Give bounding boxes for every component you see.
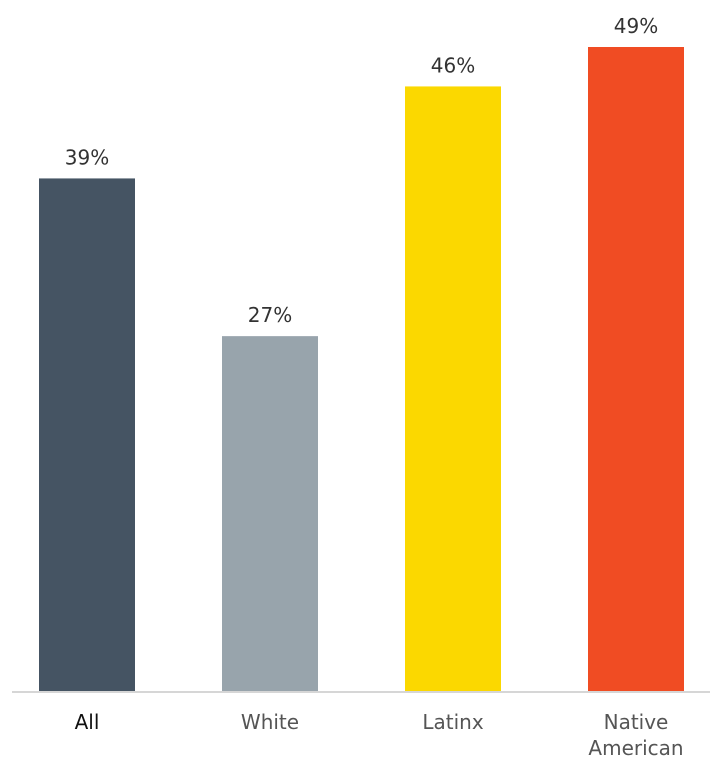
category-label-all: All <box>75 710 100 734</box>
category-label-latinx: Latinx <box>422 710 483 734</box>
bar-native-american <box>588 47 684 691</box>
category-label-line: Native <box>604 710 669 734</box>
bars-group <box>39 47 684 691</box>
bar-all <box>39 178 135 691</box>
value-label-white: 27% <box>248 303 292 327</box>
category-label-line: American <box>588 736 683 760</box>
bar-latinx <box>405 86 501 691</box>
bar-white <box>222 336 318 691</box>
category-label-native-american: Native American <box>588 710 683 760</box>
value-label-latinx: 46% <box>431 53 475 77</box>
category-label-line: White <box>241 710 299 734</box>
value-label-all: 39% <box>65 145 109 169</box>
value-label-native-american: 49% <box>614 14 658 38</box>
category-labels-group: All White Latinx Native American <box>75 710 684 760</box>
value-labels-group: 39% 27% 46% 49% <box>65 14 658 327</box>
category-label-line: All <box>75 710 100 734</box>
category-label-white: White <box>241 710 299 734</box>
category-label-line: Latinx <box>422 710 483 734</box>
